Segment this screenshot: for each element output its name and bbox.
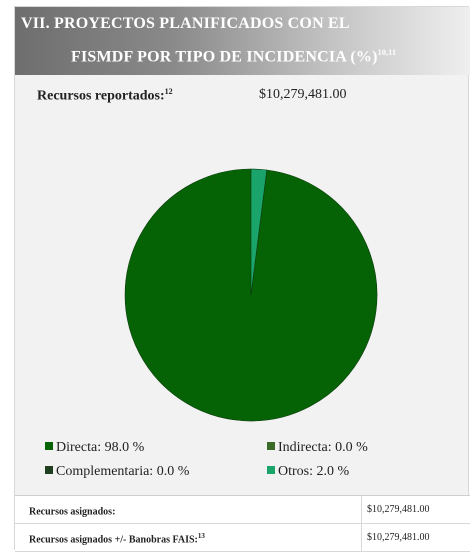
- section-header: VII. PROYECTOS PLANIFICADOS CON EL FISMD…: [15, 7, 470, 75]
- legend-swatch-otros: [267, 466, 275, 474]
- reported-resources-footnote: 12: [164, 87, 173, 96]
- pie-chart: [124, 168, 378, 422]
- column-divider: [361, 496, 362, 523]
- row-label: Recursos asignados:: [29, 504, 115, 517]
- legend-swatch-complementaria: [45, 466, 53, 474]
- incidence-panel: VII. PROYECTOS PLANIFICADOS CON EL FISMD…: [14, 6, 470, 552]
- section-title-line-1: VII. PROYECTOS PLANIFICADOS CON EL: [21, 15, 350, 32]
- reported-resources: Recursos reportados:12 $10,279,481.00: [37, 87, 347, 105]
- legend-label-directa: Directa: 98.0 %: [56, 440, 145, 455]
- row-footnote: 13: [197, 532, 205, 540]
- pie-slice-otros: [250, 168, 268, 296]
- row-label: Recursos asignados +/- Banobras FAIS:13: [29, 532, 205, 545]
- row-value: $10,279,481.00: [367, 504, 430, 515]
- legend-item-complementaria: Complementaria: 0.0 %: [45, 464, 189, 480]
- footnote-ref: 10,11: [377, 48, 397, 57]
- legend-label-otros: Otros: 2.0 %: [278, 464, 350, 479]
- reported-resources-label: Recursos reportados:: [37, 88, 165, 104]
- legend-swatch-indirecta: [267, 442, 275, 450]
- reported-resources-value: $10,279,481.00: [259, 87, 347, 102]
- legend-swatch-directa: [45, 442, 53, 450]
- column-divider: [361, 524, 362, 551]
- row-value: $10,279,481.00: [367, 532, 430, 543]
- table-row: Recursos asignados: $10,279,481.00: [15, 496, 470, 524]
- legend-item-directa: Directa: 98.0 %: [45, 440, 144, 456]
- legend-label-complementaria: Complementaria: 0.0 %: [56, 464, 190, 479]
- legend-item-otros: Otros: 2.0 %: [267, 464, 349, 480]
- resources-table: Recursos asignados: $10,279,481.00 Recur…: [15, 495, 470, 552]
- table-row: Recursos asignados +/- Banobras FAIS:13 …: [15, 524, 470, 552]
- legend-label-indirecta: Indirecta: 0.0 %: [278, 440, 368, 455]
- legend-item-indirecta: Indirecta: 0.0 %: [267, 440, 368, 456]
- row-label-text: Recursos asignados +/- Banobras FAIS:: [29, 534, 198, 546]
- section-title-line-2: FISMDF POR TIPO DE INCIDENCIA (%)10,11: [71, 48, 396, 66]
- row-label-text: Recursos asignados:: [29, 506, 116, 518]
- section-title-text: FISMDF POR TIPO DE INCIDENCIA (%): [71, 48, 378, 66]
